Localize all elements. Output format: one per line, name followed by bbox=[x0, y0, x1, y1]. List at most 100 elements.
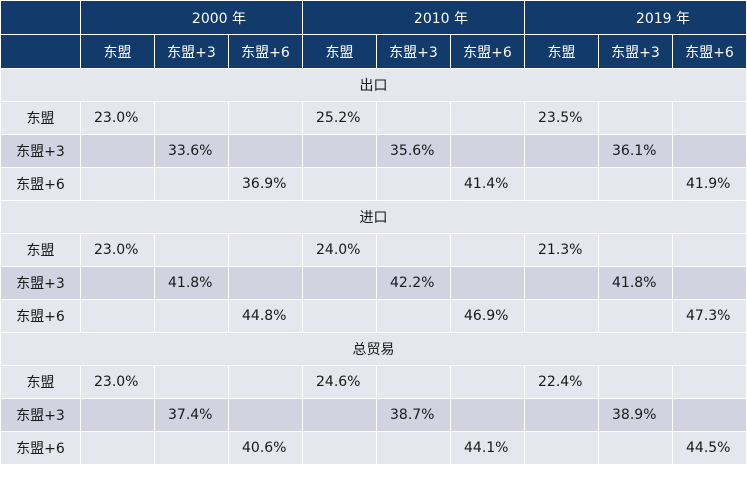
row-label: 东盟+3 bbox=[0, 266, 81, 300]
section-row: 出口 bbox=[0, 68, 747, 102]
value-cell bbox=[302, 299, 377, 333]
value-cell bbox=[672, 101, 747, 135]
value-cell bbox=[598, 299, 673, 333]
value-cell: 37.4% bbox=[154, 398, 229, 432]
value-cell bbox=[524, 266, 599, 300]
table-row: 东盟+6 36.9% 41.4% 41.9% bbox=[0, 167, 747, 201]
table-row: 东盟+6 44.8% 46.9% 47.3% bbox=[0, 299, 747, 333]
section-title: 进口 bbox=[0, 200, 747, 234]
row-label: 东盟+3 bbox=[0, 134, 81, 168]
value-cell bbox=[154, 233, 229, 267]
value-cell bbox=[598, 167, 673, 201]
value-cell bbox=[154, 365, 229, 399]
table-row: 东盟 23.0% 25.2% 23.5% bbox=[0, 101, 747, 135]
year-header-2019: 2019 年 bbox=[524, 0, 747, 35]
value-cell: 47.3% bbox=[672, 299, 747, 333]
section-title: 总贸易 bbox=[0, 332, 747, 366]
value-cell: 46.9% bbox=[450, 299, 525, 333]
value-cell bbox=[80, 398, 155, 432]
value-cell: 21.3% bbox=[524, 233, 599, 267]
table-row: 东盟+3 33.6% 35.6% 36.1% bbox=[0, 134, 747, 168]
value-cell bbox=[376, 101, 451, 135]
value-cell bbox=[154, 431, 229, 465]
value-cell bbox=[302, 266, 377, 300]
value-cell: 40.6% bbox=[228, 431, 303, 465]
value-cell bbox=[376, 167, 451, 201]
value-cell: 22.4% bbox=[524, 365, 599, 399]
value-cell: 41.4% bbox=[450, 167, 525, 201]
value-cell bbox=[80, 431, 155, 465]
value-cell bbox=[524, 167, 599, 201]
value-cell: 36.9% bbox=[228, 167, 303, 201]
section-row: 总贸易 bbox=[0, 332, 747, 366]
value-cell bbox=[524, 134, 599, 168]
value-cell bbox=[376, 431, 451, 465]
value-cell bbox=[524, 398, 599, 432]
value-cell bbox=[302, 431, 377, 465]
value-cell: 33.6% bbox=[154, 134, 229, 168]
value-cell: 41.8% bbox=[598, 266, 673, 300]
group-header: 东盟+3 bbox=[376, 34, 451, 69]
value-cell bbox=[450, 233, 525, 267]
value-cell bbox=[80, 134, 155, 168]
value-cell bbox=[228, 101, 303, 135]
value-cell bbox=[228, 365, 303, 399]
value-cell bbox=[154, 167, 229, 201]
value-cell: 38.7% bbox=[376, 398, 451, 432]
row-label: 东盟 bbox=[0, 365, 81, 399]
year-header-2010: 2010 年 bbox=[302, 0, 525, 35]
table-row: 东盟 23.0% 24.6% 22.4% bbox=[0, 365, 747, 399]
value-cell bbox=[228, 266, 303, 300]
value-cell: 24.0% bbox=[302, 233, 377, 267]
section-row: 进口 bbox=[0, 200, 747, 234]
value-cell bbox=[598, 365, 673, 399]
value-cell bbox=[228, 134, 303, 168]
group-header: 东盟+6 bbox=[450, 34, 525, 69]
value-cell bbox=[302, 167, 377, 201]
table-row: 东盟+3 37.4% 38.7% 38.9% bbox=[0, 398, 747, 432]
group-header: 东盟+3 bbox=[598, 34, 673, 69]
value-cell bbox=[228, 398, 303, 432]
header-corner bbox=[0, 34, 81, 69]
row-label: 东盟+6 bbox=[0, 167, 81, 201]
value-cell: 24.6% bbox=[302, 365, 377, 399]
group-header: 东盟+6 bbox=[672, 34, 747, 69]
value-cell: 25.2% bbox=[302, 101, 377, 135]
value-cell bbox=[80, 167, 155, 201]
value-cell bbox=[524, 299, 599, 333]
value-cell: 38.9% bbox=[598, 398, 673, 432]
value-cell bbox=[672, 398, 747, 432]
value-cell bbox=[450, 365, 525, 399]
value-cell: 35.6% bbox=[376, 134, 451, 168]
value-cell bbox=[302, 134, 377, 168]
value-cell bbox=[80, 299, 155, 333]
value-cell bbox=[154, 299, 229, 333]
value-cell bbox=[598, 431, 673, 465]
group-header: 东盟 bbox=[302, 34, 377, 69]
group-header: 东盟+3 bbox=[154, 34, 229, 69]
value-cell bbox=[154, 101, 229, 135]
value-cell bbox=[450, 398, 525, 432]
year-header-2000: 2000 年 bbox=[80, 0, 303, 35]
value-cell: 44.5% bbox=[672, 431, 747, 465]
group-header: 东盟 bbox=[80, 34, 155, 69]
header-corner bbox=[0, 0, 81, 35]
value-cell bbox=[598, 101, 673, 135]
row-label: 东盟+6 bbox=[0, 431, 81, 465]
value-cell: 44.8% bbox=[228, 299, 303, 333]
value-cell: 42.2% bbox=[376, 266, 451, 300]
table-body: 出口 东盟 23.0% 25.2% 23.5% 东盟+3 33.6% 35.6% 36.1% 东盟… bbox=[0, 68, 747, 465]
value-cell: 23.5% bbox=[524, 101, 599, 135]
value-cell bbox=[376, 365, 451, 399]
value-cell bbox=[450, 266, 525, 300]
value-cell bbox=[80, 266, 155, 300]
value-cell bbox=[672, 365, 747, 399]
year-header-row: 2000 年 2010 年 2019 年 bbox=[0, 0, 747, 35]
group-header: 东盟 bbox=[524, 34, 599, 69]
value-cell bbox=[598, 233, 673, 267]
value-cell bbox=[672, 266, 747, 300]
value-cell bbox=[450, 101, 525, 135]
table-row: 东盟 23.0% 24.0% 21.3% bbox=[0, 233, 747, 267]
group-header-row: 东盟 东盟+3 东盟+6 东盟 东盟+3 东盟+6 东盟 东盟+3 东盟+6 bbox=[0, 34, 747, 69]
group-header: 东盟+6 bbox=[228, 34, 303, 69]
